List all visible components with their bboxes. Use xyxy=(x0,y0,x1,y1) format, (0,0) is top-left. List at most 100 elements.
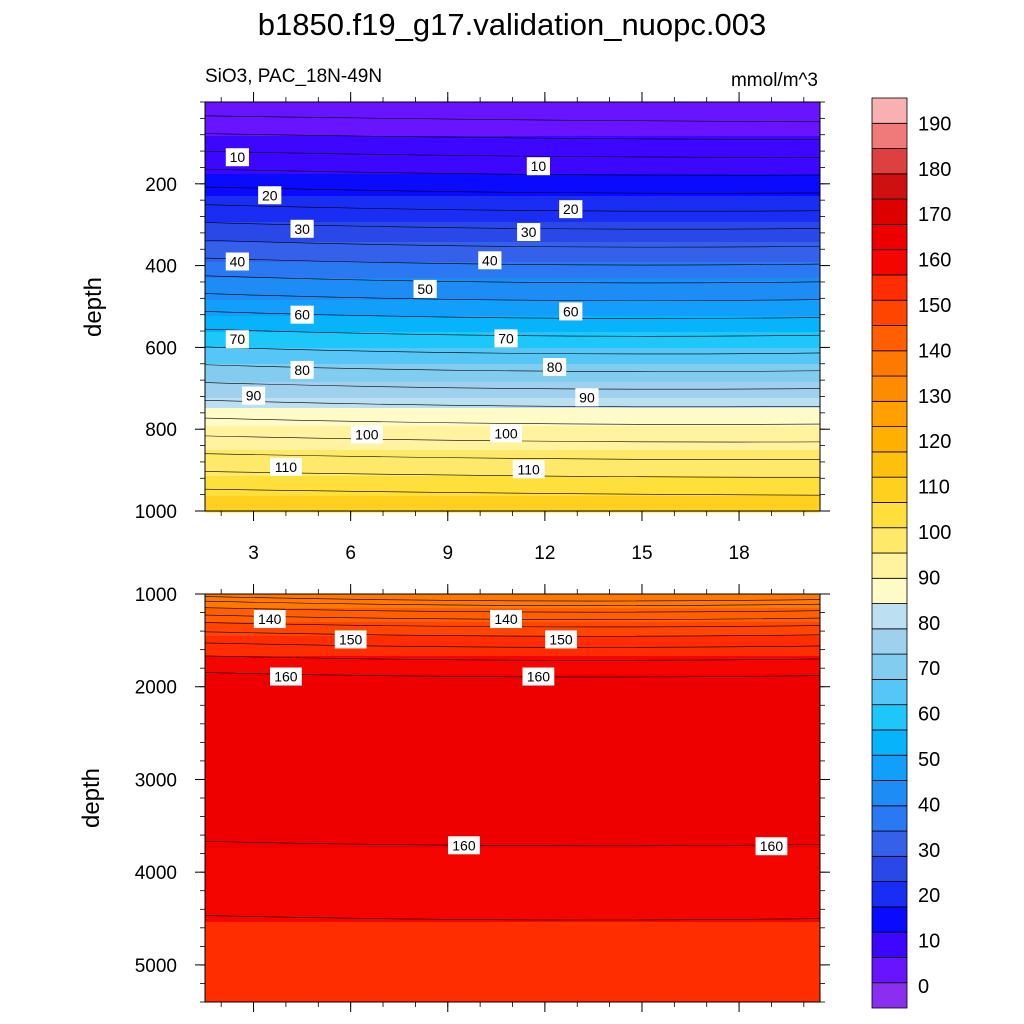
colorbar-box xyxy=(871,906,908,933)
svg-text:10: 10 xyxy=(531,158,547,174)
contour-label: 70 xyxy=(225,330,249,349)
y-tick-label: 400 xyxy=(145,257,177,278)
upper-panel: 200 400 600 800 1000 3 6 9 12 15 18 10 10 20 20 30 30 40… xyxy=(80,92,830,564)
colorbar-tick-label: 40 xyxy=(918,794,940,816)
svg-text:80: 80 xyxy=(547,359,563,375)
colorbar-tick-label: 110 xyxy=(918,477,950,499)
lower-y-axis-label: depth xyxy=(78,768,105,828)
contour-label: 100 xyxy=(350,425,383,444)
y-tick-label: 3000 xyxy=(135,770,177,791)
colorbar-tick-label: 180 xyxy=(918,159,951,181)
contour-label: 40 xyxy=(225,252,249,271)
svg-text:80: 80 xyxy=(294,362,310,378)
contour-label: 80 xyxy=(542,358,567,377)
upper-contour-labels: 10 10 20 20 30 30 40 40 50 60 60 70 70 80 80 90 90 100 100… xyxy=(225,148,599,479)
contour-label: 100 xyxy=(490,424,522,443)
colorbar-tick-label: 0 xyxy=(918,976,929,998)
contour-label: 80 xyxy=(290,360,314,379)
colorbar-box xyxy=(871,931,908,958)
x-tick-label: 3 xyxy=(248,543,259,564)
colorbar-box xyxy=(871,97,908,124)
contour-label: 160 xyxy=(448,836,480,855)
svg-text:110: 110 xyxy=(518,461,541,477)
lower-axis-ticks: 1000 2000 3000 4000 5000 xyxy=(135,584,830,1012)
y-tick-label: 600 xyxy=(145,338,177,359)
contour-label: 110 xyxy=(270,457,302,476)
colorbar-tick-label: 120 xyxy=(918,431,951,453)
colorbar-box xyxy=(871,249,908,276)
colorbar-tick-label: 30 xyxy=(918,840,940,862)
contour-label: 10 xyxy=(526,157,550,176)
lower-contour-labels: 140 140 150 150 160 160 160 160 xyxy=(253,610,788,856)
colorbar-tick-label: 70 xyxy=(918,658,940,680)
contour-label: 10 xyxy=(225,148,249,167)
contour-label: 140 xyxy=(490,610,522,629)
svg-text:40: 40 xyxy=(482,252,498,268)
x-tick-label: 18 xyxy=(729,543,750,564)
svg-text:140: 140 xyxy=(494,611,518,627)
svg-text:30: 30 xyxy=(521,224,537,240)
svg-text:20: 20 xyxy=(262,187,278,203)
contour-label: 60 xyxy=(559,302,583,321)
lower-contour-lines xyxy=(204,596,821,921)
colorbar-box xyxy=(871,375,908,402)
lower-contour-fill xyxy=(205,594,820,1003)
colorbar-box xyxy=(871,603,908,630)
colorbar-box xyxy=(871,299,908,326)
colorbar-box xyxy=(871,957,908,984)
colorbar-box xyxy=(871,577,908,604)
contour-label: 90 xyxy=(241,386,266,405)
colorbar-tick-label: 90 xyxy=(918,567,940,589)
upper-axis-ticks: 200 400 600 800 1000 3 6 9 12 15 18 xyxy=(135,92,830,564)
colorbar-box xyxy=(871,173,908,200)
contour-label: 20 xyxy=(559,200,583,219)
contour-label: 50 xyxy=(413,279,437,298)
svg-text:100: 100 xyxy=(355,427,379,443)
x-tick-label: 15 xyxy=(631,543,652,564)
chart-title: b1850.f19_g17.validation_nuopc.003 xyxy=(258,7,767,42)
colorbar-tick-label: 140 xyxy=(918,340,951,362)
contour-label: 160 xyxy=(755,837,788,856)
y-tick-label: 200 xyxy=(145,175,177,196)
colorbar-box xyxy=(871,552,908,579)
colorbar-box xyxy=(871,148,908,175)
colorbar-box xyxy=(871,122,908,149)
svg-text:160: 160 xyxy=(760,838,784,854)
y-tick-label: 2000 xyxy=(135,678,177,699)
contour-label: 110 xyxy=(512,460,545,479)
svg-text:90: 90 xyxy=(579,389,595,405)
colorbar-tick-label: 150 xyxy=(918,295,951,317)
svg-text:150: 150 xyxy=(549,631,573,647)
colorbar-box xyxy=(871,527,908,554)
colorbar-box xyxy=(871,476,908,503)
x-tick-label: 9 xyxy=(442,543,453,564)
contour-label: 40 xyxy=(478,251,502,270)
colorbar-box xyxy=(871,223,908,251)
colorbar-tick-label: 160 xyxy=(918,250,951,272)
colorbar-box xyxy=(871,325,908,352)
subtitle-left: SiO3, PAC_18N-49N xyxy=(205,66,382,87)
svg-text:50: 50 xyxy=(417,281,433,297)
y-tick-label: 800 xyxy=(145,420,177,441)
svg-text:60: 60 xyxy=(294,307,310,323)
contour-label: 150 xyxy=(545,630,577,649)
svg-text:90: 90 xyxy=(246,388,262,404)
colorbar-box xyxy=(871,729,908,756)
y-tick-label: 4000 xyxy=(135,863,177,884)
colorbar-tick-label: 20 xyxy=(918,885,940,907)
colorbar-tick-label: 100 xyxy=(918,522,951,544)
contour-label: 20 xyxy=(258,186,282,205)
contour-label: 30 xyxy=(517,223,541,242)
contour-label: 160 xyxy=(270,667,302,686)
colorbar-tick-label: 130 xyxy=(918,386,951,408)
svg-text:100: 100 xyxy=(494,425,518,441)
svg-text:70: 70 xyxy=(498,330,514,346)
svg-text:160: 160 xyxy=(452,837,476,853)
y-tick-label: 1000 xyxy=(135,502,177,523)
colorbar-tick-label: 60 xyxy=(918,704,940,726)
contour-label: 160 xyxy=(522,667,555,686)
y-tick-label: 1000 xyxy=(135,585,177,606)
colorbar-box xyxy=(871,451,908,478)
colorbar-box xyxy=(871,426,908,453)
